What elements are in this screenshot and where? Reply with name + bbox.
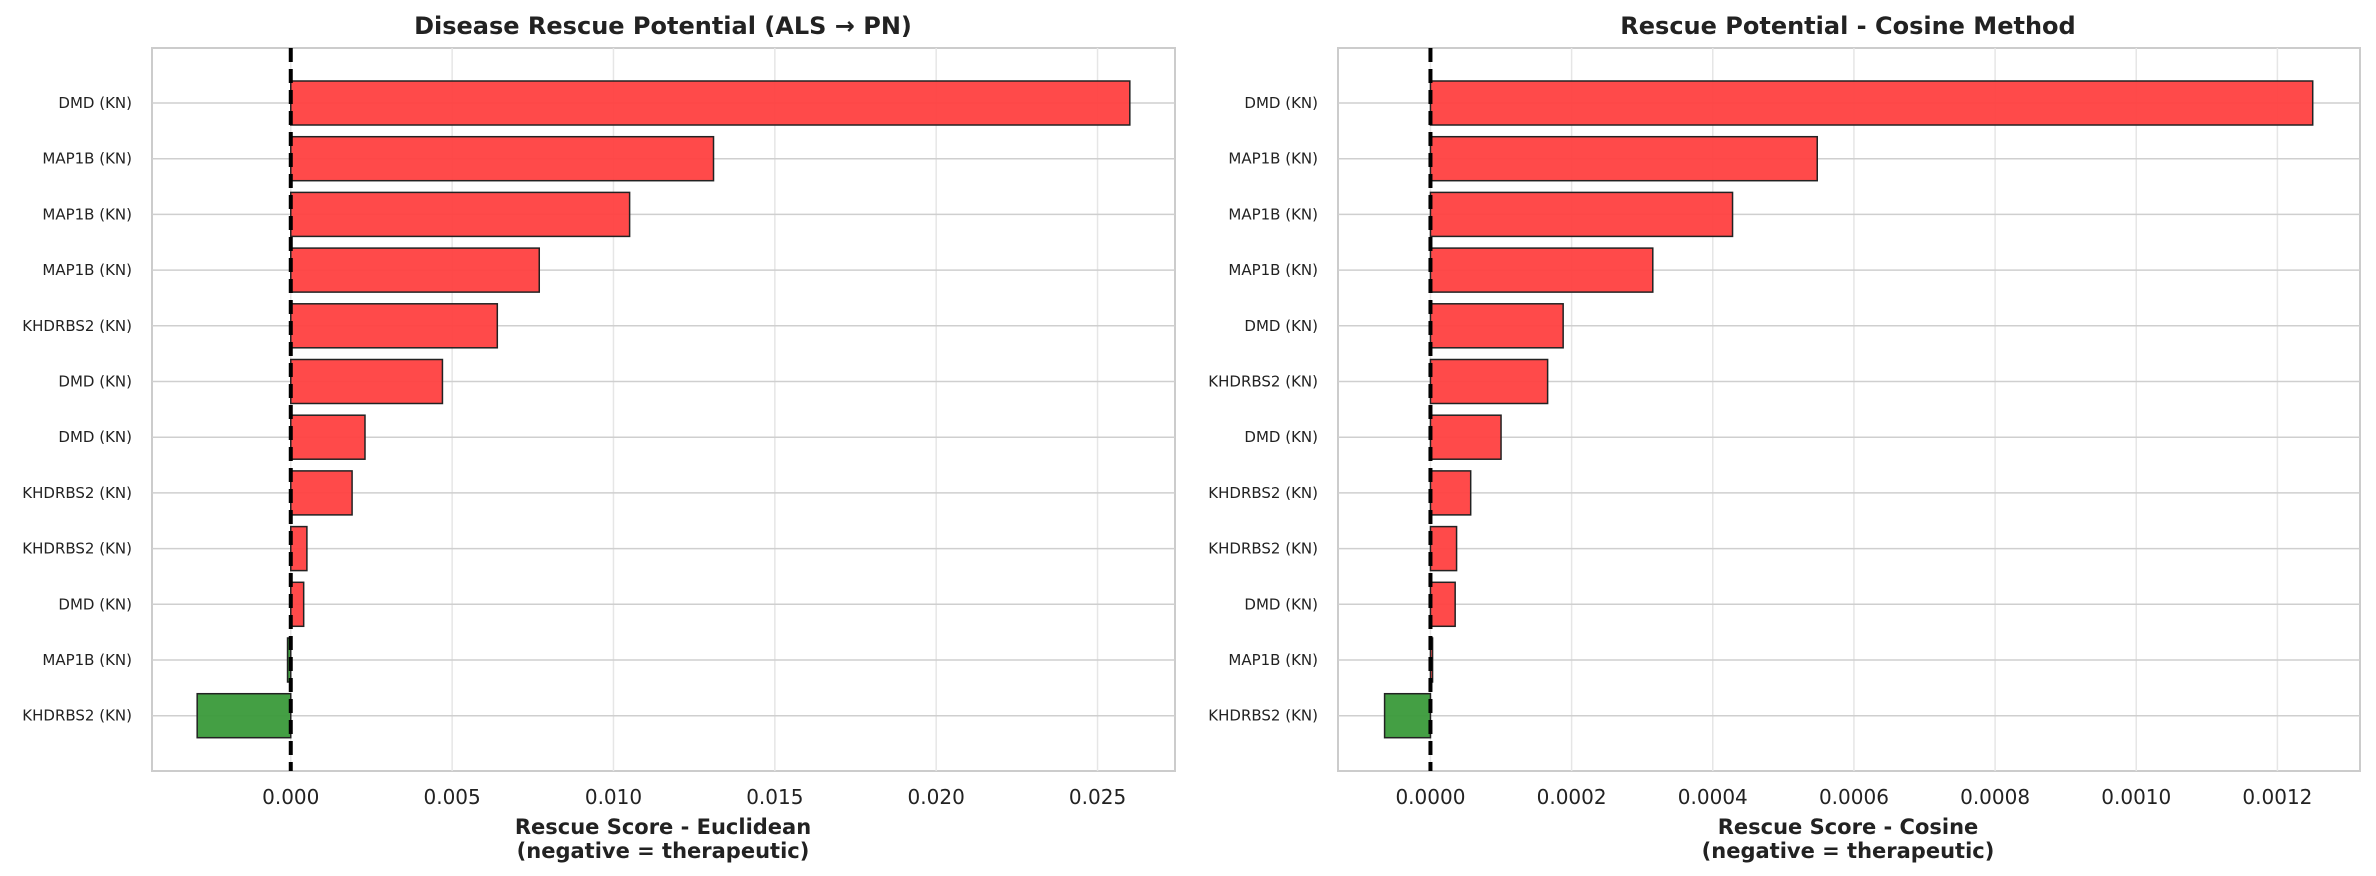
y-tick-label: DMD (KN) (1244, 94, 1318, 112)
x-axis-label: Rescue Score - Euclidean (515, 815, 811, 839)
y-tick-label: DMD (KN) (1244, 428, 1318, 446)
bar (1429, 358, 1549, 405)
bars (1383, 80, 2314, 739)
bar (290, 470, 353, 516)
y-tick-label: MAP1B (KN) (42, 261, 132, 279)
bar (1429, 303, 1564, 349)
x-tick-label: 0.0006 (1819, 785, 1889, 809)
chart-title: Rescue Potential - Cosine Method (1620, 12, 2075, 40)
bar (1429, 135, 1818, 182)
x-tick-label: 0.0012 (2242, 785, 2312, 809)
y-tick-label: KHDRBS2 (KN) (22, 540, 132, 558)
y-tick-label: MAP1B (KN) (1228, 150, 1318, 168)
x-tick-label: 0.000 (262, 785, 319, 809)
bar (290, 303, 499, 349)
y-tick-label: KHDRBS2 (KN) (22, 484, 132, 502)
y-tick-label: MAP1B (KN) (42, 150, 132, 168)
x-tick-label: 0.0002 (1537, 785, 1607, 809)
x-tick-label: 0.0000 (1395, 785, 1465, 809)
x-tick-label: 0.020 (908, 785, 965, 809)
x-tick-label: 0.005 (423, 785, 480, 809)
y-tick-label: KHDRBS2 (KN) (1208, 373, 1318, 391)
x-axis-label-note: (negative = therapeutic) (517, 839, 810, 863)
bar (290, 414, 366, 460)
euclidean-panel: Disease Rescue Potential (ALS → PN) DMD … (22, 12, 1176, 863)
x-tick-labels: 0.000 0.005 0.010 0.015 0.020 0.025 (262, 785, 1126, 809)
y-tick-label: KHDRBS2 (KN) (22, 707, 132, 725)
bar (196, 692, 292, 739)
bar (1429, 414, 1502, 460)
y-tick-labels: DMD (KN) MAP1B (KN) MAP1B (KN) MAP1B (KN) KH… (22, 94, 132, 725)
bars (196, 80, 1131, 739)
chart-title: Disease Rescue Potential (ALS → PN) (414, 12, 912, 40)
x-axis-label: Rescue Score - Cosine (1718, 815, 1979, 839)
bar (290, 247, 541, 293)
x-tick-label: 0.0010 (2101, 785, 2171, 809)
x-tick-label: 0.0004 (1678, 785, 1748, 809)
y-tick-labels: DMD (KN) MAP1B (KN) MAP1B (KN) MAP1B (KN) DM… (1208, 94, 1318, 725)
bar (290, 80, 1131, 126)
y-tick-label: DMD (KN) (1244, 595, 1318, 613)
y-tick-label: DMD (KN) (1244, 317, 1318, 335)
y-tick-label: MAP1B (KN) (1228, 261, 1318, 279)
x-tick-label: 0.0008 (1960, 785, 2030, 809)
y-tick-label: DMD (KN) (58, 94, 132, 112)
x-tick-label: 0.010 (585, 785, 642, 809)
bar (290, 191, 631, 238)
y-tick-label: DMD (KN) (58, 595, 132, 613)
bar (290, 525, 308, 572)
y-tick-label: MAP1B (KN) (42, 205, 132, 223)
y-tick-label: DMD (KN) (58, 373, 132, 391)
bar (1429, 247, 1654, 293)
y-tick-label: DMD (KN) (58, 428, 132, 446)
x-tick-label: 0.025 (1069, 785, 1126, 809)
y-tick-label: MAP1B (KN) (1228, 205, 1318, 223)
y-tick-label: MAP1B (KN) (1228, 651, 1318, 669)
cosine-panel: Rescue Potential - Cosine Method DMD (KN… (1208, 12, 2361, 863)
bar (290, 135, 715, 182)
y-tick-label: KHDRBS2 (KN) (1208, 484, 1318, 502)
bar (290, 358, 444, 405)
bar (1429, 470, 1472, 516)
y-tick-label: KHDRBS2 (KN) (1208, 540, 1318, 558)
bar (1429, 581, 1456, 628)
bar (1383, 692, 1432, 739)
x-axis-label-note: (negative = therapeutic) (1702, 839, 1995, 863)
y-tick-label: KHDRBS2 (KN) (1208, 707, 1318, 725)
x-tick-label: 0.015 (746, 785, 803, 809)
y-tick-label: MAP1B (KN) (42, 651, 132, 669)
x-tick-labels: 0.0000 0.0002 0.0004 0.0006 0.0008 0.0010 0.00… (1395, 785, 2312, 809)
bar (1429, 191, 1734, 238)
bar (1429, 80, 2314, 126)
y-tick-label: KHDRBS2 (KN) (22, 317, 132, 335)
bar (1429, 525, 1458, 572)
